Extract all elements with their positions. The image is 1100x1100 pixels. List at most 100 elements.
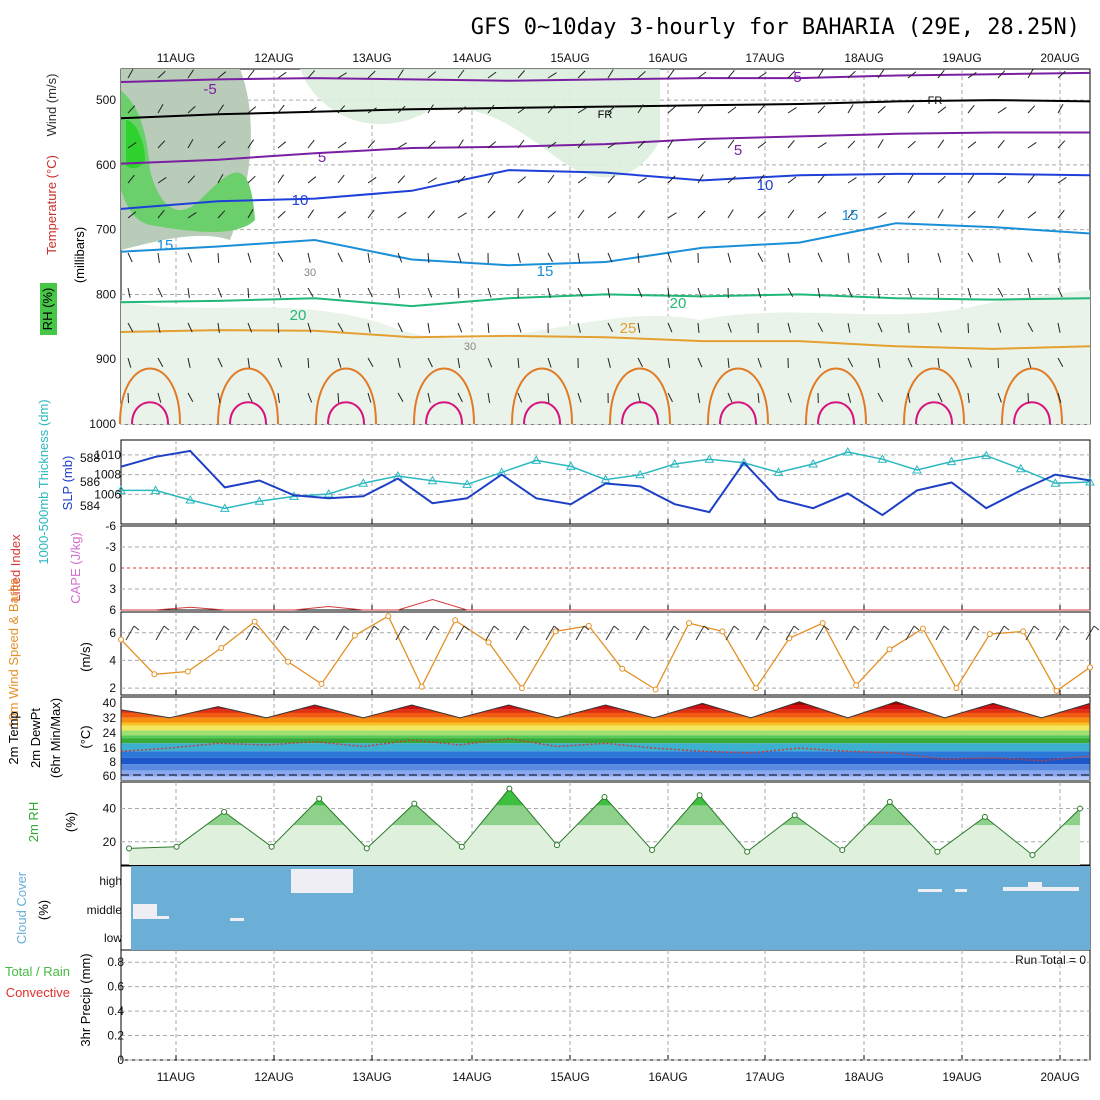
upper-temperature-label: Temperature (°C): [44, 155, 59, 255]
lifted-tick: 3: [109, 582, 116, 596]
isotherm-20: [120, 293, 1091, 308]
isotherm-label: -5: [788, 69, 801, 86]
rh-point: [649, 847, 656, 854]
thickness-tick: 584: [80, 499, 100, 513]
wind-barb: [667, 212, 677, 219]
isotherm-30-loop: [707, 367, 769, 425]
wind-barb: [517, 70, 525, 79]
wind-barb: [427, 357, 433, 368]
isotherm-10: [120, 169, 1091, 210]
temp-tick: 16: [103, 741, 117, 755]
cloud-bar: [291, 869, 353, 893]
wind-barb: [337, 357, 342, 368]
wind-barb: [367, 70, 376, 79]
wind10m-point: [285, 658, 292, 665]
wind-barb: [877, 69, 885, 79]
wind-barb: [457, 287, 460, 299]
date-label-bottom: 11AUG: [157, 1070, 195, 1084]
wind-barb: [577, 252, 581, 263]
wind-barb: [877, 175, 886, 184]
wind-barb: [1027, 69, 1034, 79]
wind-barb: [187, 392, 194, 402]
wind10m-barb: [223, 625, 230, 631]
wind-barb: [457, 139, 464, 149]
wind-barb: [1057, 209, 1065, 219]
date-label-top: 16AUG: [648, 51, 687, 65]
wind-barb: [277, 287, 282, 298]
date-label-top: 20AUG: [1040, 51, 1079, 65]
wind-barb: [1027, 174, 1035, 184]
wind-barb: [637, 357, 643, 368]
wind-barb: [487, 71, 497, 79]
isotherm-label: FR: [928, 95, 943, 107]
freezing-level-line: [120, 99, 1091, 120]
pressure-tick: 600: [96, 158, 116, 172]
cloud-bar: [1028, 882, 1042, 890]
rh-point: [506, 785, 513, 792]
wind-barb: [547, 287, 551, 298]
wind10m-barb: [823, 625, 830, 631]
wind-barb: [757, 287, 762, 298]
rh-legend-swatch: [40, 283, 57, 335]
wind10m-barb: [605, 625, 615, 641]
isotherm-35-loop: [523, 401, 561, 425]
wind10m-barb: [343, 625, 350, 631]
wind10m-barb: [703, 625, 710, 631]
wind-barb: [157, 392, 162, 403]
wind-barb: [937, 357, 940, 368]
date-label-bottom: 18AUG: [844, 1070, 883, 1084]
wind-barb: [427, 322, 431, 333]
rh-point: [934, 848, 941, 855]
wind-barb: [967, 392, 970, 403]
precip-total-label: Total / Rain: [5, 964, 70, 979]
isotherm-label: FR: [598, 109, 613, 121]
wind10m-barb: [463, 625, 470, 631]
wind-barb: [217, 252, 220, 264]
wind-barb: [907, 392, 911, 403]
dewpt-label: 2m DewPt: [28, 708, 43, 768]
wind-barb: [127, 322, 134, 332]
wind-barb: [937, 252, 942, 263]
wind-barb: [907, 174, 914, 184]
thickness-point: [462, 479, 472, 488]
pressure-tick: 500: [96, 93, 116, 107]
cloud-bar: [328, 869, 342, 893]
wind-barb: [727, 252, 732, 263]
temp-bands: [121, 701, 1090, 780]
wind10m-barb: [1003, 625, 1010, 631]
wind-barb: [457, 106, 467, 114]
wind-barb: [607, 142, 617, 149]
wind-barb: [967, 174, 975, 184]
wind-barb: [967, 71, 977, 79]
wind-barb: [817, 211, 827, 219]
temp-band: [121, 712, 1090, 718]
wind-barb: [847, 287, 853, 298]
thickness-point: [808, 458, 819, 468]
wind-barb: [1027, 252, 1033, 263]
wind10m-point: [452, 617, 459, 624]
wind-barb: [817, 174, 825, 184]
wind-barb: [667, 392, 673, 403]
wind-barb: [847, 209, 855, 219]
wind10m-barb: [485, 625, 495, 641]
cloud-tick: high: [99, 874, 122, 888]
wind-barb: [397, 211, 407, 219]
wind-barb: [157, 322, 161, 333]
wind-barb: [1057, 287, 1063, 298]
wind-barb: [217, 140, 226, 149]
wind-barb: [997, 70, 1006, 79]
temp-band: [121, 770, 1090, 777]
minmax-label: (6hr Min/Max): [48, 698, 63, 778]
lifted-tick: -6: [105, 519, 116, 533]
wind-barb: [967, 141, 977, 149]
wind10m-barb: [935, 625, 945, 641]
wind-barb: [937, 322, 942, 333]
wind-barb: [667, 69, 675, 79]
date-label-bottom: 20AUG: [1040, 1070, 1079, 1084]
wind-barb: [247, 322, 253, 333]
wind10m-point: [819, 620, 826, 627]
wind-barb: [997, 209, 1005, 219]
wind10m-barb: [455, 625, 465, 641]
isotherm-label: 10: [757, 177, 774, 194]
wind-barb: [457, 175, 466, 184]
